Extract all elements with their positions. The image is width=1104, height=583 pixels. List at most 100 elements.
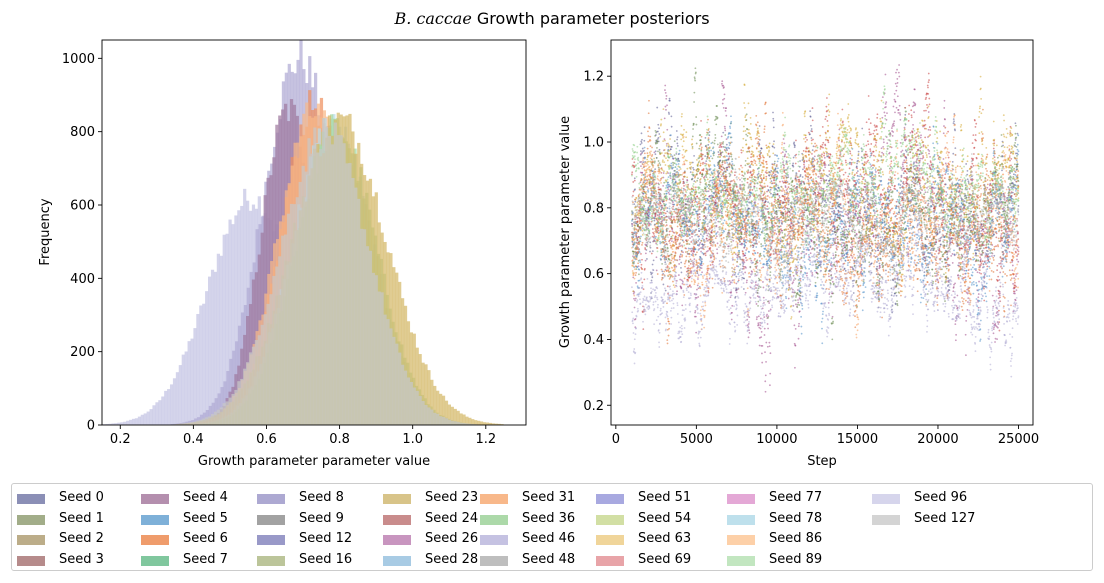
- trace-point: [836, 261, 839, 264]
- histogram-bar: [213, 271, 218, 425]
- trace-point: [694, 186, 697, 189]
- trace-point: [1017, 260, 1020, 263]
- trace-point: [742, 253, 745, 255]
- trace-point: [993, 233, 995, 236]
- trace-point: [757, 172, 760, 175]
- trace-point: [896, 217, 898, 220]
- trace-point: [813, 155, 816, 158]
- trace-point: [882, 145, 885, 148]
- trace-point: [919, 185, 922, 187]
- trace-point: [797, 301, 800, 304]
- trace-point: [694, 315, 697, 318]
- trace-point: [751, 271, 754, 273]
- trace-point: [642, 328, 645, 330]
- trace-point: [907, 119, 910, 122]
- trace-point: [890, 308, 893, 311]
- trace-point: [892, 131, 895, 133]
- trace-point: [657, 136, 660, 139]
- trace-point: [1016, 249, 1019, 251]
- histogram-bar: [228, 397, 232, 425]
- trace-point: [766, 205, 769, 208]
- trace-point: [714, 201, 717, 204]
- histogram-bar: [412, 387, 416, 425]
- trace-point: [754, 230, 757, 233]
- trace-point: [740, 164, 742, 167]
- trace-point: [640, 132, 643, 135]
- trace-point: [936, 230, 939, 232]
- trace-point: [656, 138, 659, 141]
- trace-point: [778, 194, 781, 197]
- trace-point: [905, 138, 907, 141]
- trace-point: [770, 259, 773, 262]
- trace-point: [664, 92, 667, 94]
- histogram-bar: [237, 381, 241, 425]
- trace-point: [967, 180, 970, 183]
- trace-point: [993, 254, 996, 257]
- histogram-bar: [248, 352, 253, 425]
- trace-point: [752, 246, 755, 249]
- trace-point: [822, 141, 825, 144]
- trace-point: [855, 165, 858, 168]
- trace-point: [653, 235, 656, 237]
- histogram-bar: [214, 398, 218, 425]
- histogram-bar: [120, 422, 124, 425]
- trace-point: [652, 236, 655, 239]
- histogram-bar: [441, 416, 446, 425]
- trace-point: [824, 179, 827, 182]
- trace-point: [634, 297, 637, 300]
- histogram-bar: [263, 314, 267, 425]
- trace-point: [765, 315, 768, 317]
- trace-point: [735, 282, 738, 285]
- trace-point: [809, 110, 812, 113]
- histogram-bar: [491, 423, 495, 425]
- trace-point: [829, 218, 832, 221]
- histogram-bar: [190, 422, 194, 425]
- trace-point: [792, 156, 795, 159]
- trace-point: [725, 114, 728, 117]
- trace-point: [950, 254, 953, 257]
- trace-point: [827, 152, 830, 155]
- trace-point: [715, 235, 718, 238]
- trace-point: [928, 164, 931, 167]
- trace-point: [865, 213, 867, 216]
- trace-point: [714, 199, 717, 202]
- histogram-bar: [398, 352, 402, 425]
- trace-point: [844, 183, 846, 186]
- trace-point: [779, 180, 781, 183]
- trace-point: [678, 263, 681, 265]
- histogram-bar: [424, 364, 428, 425]
- trace-point: [842, 173, 845, 176]
- trace-point: [756, 251, 759, 254]
- trace-point: [857, 178, 860, 181]
- histogram-bar: [456, 421, 460, 425]
- trace-point: [697, 239, 700, 242]
- trace-point: [821, 143, 824, 146]
- trace-point: [641, 138, 643, 141]
- trace-point: [919, 173, 921, 175]
- trace-point: [672, 197, 675, 200]
- trace-point: [672, 173, 674, 175]
- trace-point: [858, 194, 861, 197]
- histogram-bar: [108, 423, 112, 425]
- histogram-bar: [424, 404, 428, 425]
- trace-point: [700, 250, 702, 253]
- trace-point: [855, 210, 858, 213]
- trace-point: [807, 178, 809, 181]
- trace-point: [814, 192, 817, 195]
- trace-point: [1016, 258, 1018, 261]
- histogram-bar: [459, 422, 463, 425]
- histogram-bar: [421, 401, 425, 425]
- trace-point: [827, 301, 830, 304]
- trace-point: [724, 129, 727, 132]
- trace-point: [668, 239, 671, 242]
- trace-point: [758, 344, 761, 347]
- trace-point: [943, 99, 946, 102]
- trace-point: [785, 150, 788, 153]
- trace-point: [633, 177, 636, 180]
- trace-point: [822, 177, 824, 180]
- trace-point: [806, 139, 808, 141]
- trace-point: [721, 80, 724, 83]
- trace-point: [773, 179, 775, 182]
